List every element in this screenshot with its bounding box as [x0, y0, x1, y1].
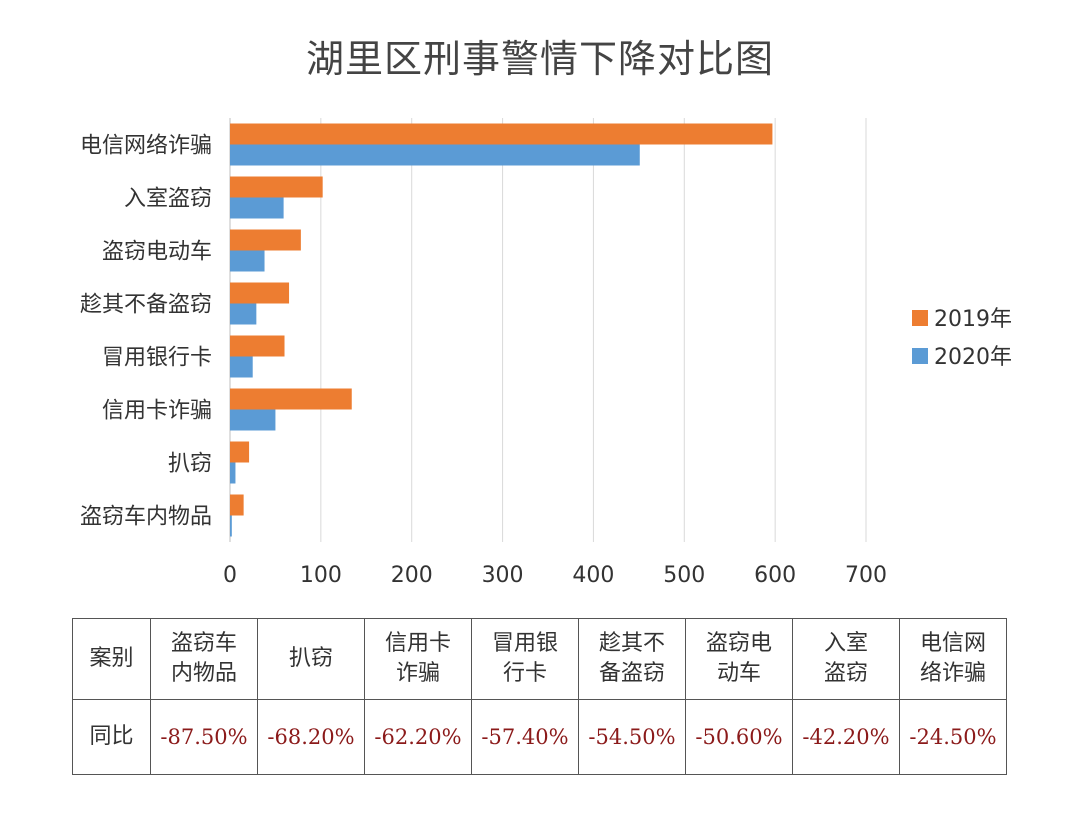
bar-2020 [230, 250, 265, 272]
column-header-line: 诈骗 [395, 661, 440, 686]
bar-2019 [230, 229, 301, 251]
table-column-header: 入室 盗窃 [792, 618, 900, 700]
bar-2020 [230, 356, 253, 378]
column-header-line: 扒窃 [288, 646, 333, 671]
legend-label-2019: 2019年 [934, 307, 1012, 332]
category-label: 趁其不备盗窃 [80, 293, 212, 318]
table-header-label: 案别 [72, 618, 151, 700]
bar-2020 [230, 144, 640, 166]
yoy-percent-cell: -42.20% [792, 699, 900, 775]
column-header-line: 备盗窃 [598, 661, 665, 686]
table-column-header: 盗窃电 动车 [685, 618, 793, 700]
x-tick-label: 0 [223, 563, 237, 588]
bar-2020 [230, 197, 284, 219]
category-label: 电信网络诈骗 [80, 134, 212, 159]
category-label: 冒用银行卡 [102, 346, 212, 371]
category-label: 入室盗窃 [124, 187, 212, 212]
yoy-percent-cell: -57.40% [471, 699, 579, 775]
bar-2020 [230, 409, 276, 431]
yoy-percent-cell: -24.50% [899, 699, 1007, 775]
bar-2019 [230, 388, 352, 410]
yoy-percent-cell: -54.50% [578, 699, 686, 775]
bar-2020 [230, 462, 236, 484]
column-header-line: 趁其不 [598, 631, 665, 656]
column-header-line: 盗窃车 [170, 631, 237, 656]
x-tick-label: 600 [754, 563, 796, 588]
category-label: 盗窃车内物品 [80, 505, 212, 530]
x-tick-label: 400 [572, 563, 614, 588]
table-column-header: 信用卡 诈骗 [364, 618, 472, 700]
bar-2020 [230, 303, 257, 325]
yoy-percent-cell: -62.20% [364, 699, 472, 775]
category-label: 扒窃 [168, 452, 212, 477]
bar-2019 [230, 123, 773, 145]
bar-2019 [230, 282, 290, 304]
x-tick-label: 100 [300, 563, 342, 588]
x-tick-label: 200 [391, 563, 433, 588]
legend-label-2020: 2020年 [934, 345, 1012, 370]
category-label: 盗窃电动车 [102, 240, 212, 265]
table-column-header: 冒用银 行卡 [471, 618, 579, 700]
yoy-percent-cell: -68.20% [257, 699, 365, 775]
column-header-line: 信用卡 [384, 631, 451, 656]
legend-swatch-2020 [912, 348, 928, 364]
x-tick-label: 700 [845, 563, 887, 588]
column-header-line: 络诈骗 [919, 661, 986, 686]
table-column-header: 电信网 络诈骗 [899, 618, 1007, 700]
bar-chart: 0 100 200 300 400 500 600 700 电信网络诈骗入室盗窃盗窃电动车趁其不… [80, 118, 1012, 588]
x-tick-label: 500 [663, 563, 705, 588]
bar-2019 [230, 176, 323, 198]
bar-2019 [230, 441, 250, 463]
x-tick-label: 300 [482, 563, 524, 588]
legend-swatch-2019 [912, 310, 928, 326]
bar-2019 [230, 335, 285, 357]
column-header-line: 冒用银 [491, 631, 558, 656]
yoy-percent-cell: -87.50% [150, 699, 258, 775]
column-header-line: 内物品 [170, 661, 237, 686]
chart-title: 湖里区刑事警情下降对比图 [305, 37, 774, 81]
column-header-line: 盗窃 [823, 661, 868, 686]
table-header-row: 案别 盗窃车内物品 扒窃 信用卡诈骗 冒用银行卡 趁其不备盗窃 盗窃电动车 入室… [72, 618, 1007, 700]
table-column-header: 趁其不 备盗窃 [578, 618, 686, 700]
yoy-change-table: 案别 盗窃车内物品 扒窃 信用卡诈骗 冒用银行卡 趁其不备盗窃 盗窃电动车 入室… [72, 618, 1007, 775]
bar-2020 [230, 515, 232, 537]
bar-2019 [230, 494, 244, 516]
column-header-line: 电信网 [919, 631, 986, 656]
table-column-header: 盗窃车 内物品 [150, 618, 258, 700]
column-header-line: 入室 [823, 631, 868, 656]
table-row: 同比 -87.50% -68.20% -62.20% -57.40% -54.5… [72, 699, 1007, 775]
column-header-line: 动车 [716, 661, 761, 686]
column-header-line: 盗窃电 [705, 631, 772, 656]
table-row-label: 同比 [72, 699, 151, 775]
yoy-percent-cell: -50.60% [685, 699, 793, 775]
category-label: 信用卡诈骗 [102, 399, 212, 424]
table-column-header: 扒窃 [257, 618, 365, 700]
column-header-line: 行卡 [502, 661, 547, 686]
